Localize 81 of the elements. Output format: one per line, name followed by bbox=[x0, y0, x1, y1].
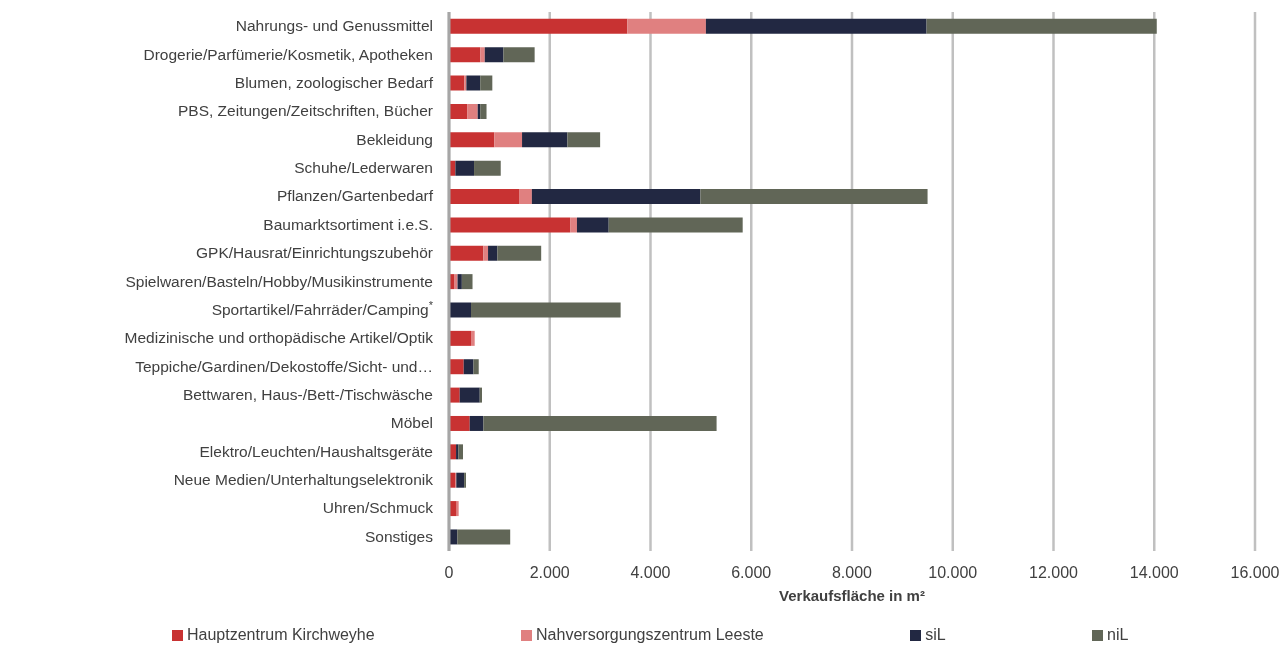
y-tick-label: Möbel bbox=[390, 414, 433, 432]
bar bbox=[467, 103, 478, 119]
bar bbox=[449, 302, 472, 318]
bar bbox=[449, 18, 628, 34]
bar bbox=[449, 217, 571, 233]
y-tick-label: Blumen, zoologischer Bedarf bbox=[234, 73, 434, 91]
bar bbox=[531, 189, 701, 205]
bar bbox=[488, 245, 498, 261]
y-tick-label: Sportartikel/Fahrräder/Camping$^{*}$ bbox=[211, 298, 434, 318]
y-tick-label: Schuhe/Lederwaren bbox=[294, 159, 433, 177]
y-tick-label: Teppiche/Gardinen/Dekostoffe/Sicht- und… bbox=[135, 357, 433, 375]
legend-label: Hauptzentrum Kirchweyhe bbox=[187, 626, 375, 644]
y-tick-label: Pflanzen/Gartenbedarf bbox=[277, 187, 434, 205]
x-axis-title: Verkaufsfläche in m² bbox=[779, 587, 925, 604]
bar bbox=[480, 103, 487, 119]
x-tick-label: 6.000 bbox=[731, 564, 772, 582]
y-tick-label: Drogerie/Parfümerie/Kosmetik, Apotheken bbox=[143, 45, 433, 63]
bar bbox=[461, 274, 473, 290]
bar bbox=[474, 160, 501, 176]
y-tick-label: Baumarktsortiment i.e.S. bbox=[263, 215, 433, 233]
legend-label: siL bbox=[925, 626, 946, 644]
bar bbox=[457, 274, 462, 290]
y-tick-label: Medizinische und orthopädische Artikel/Optik bbox=[124, 329, 434, 347]
bar bbox=[459, 387, 480, 403]
bar bbox=[449, 415, 470, 431]
bar bbox=[463, 359, 474, 375]
bar bbox=[466, 75, 481, 91]
y-tick-label: Uhren/Schmuck bbox=[322, 499, 434, 517]
y-tick-label: PBS, Zeitungen/Zeitschriften, Bücher bbox=[177, 102, 433, 120]
y-tick-label: Spielwaren/Basteln/Hobby/Musikinstrumente bbox=[125, 272, 433, 290]
y-tick-label: Nahrungs- und Genussmittel bbox=[235, 17, 433, 35]
bar bbox=[449, 132, 495, 148]
x-tick-label: 8.000 bbox=[831, 564, 873, 582]
bar bbox=[494, 132, 523, 148]
bar bbox=[454, 274, 458, 290]
bar bbox=[570, 217, 577, 233]
bar bbox=[567, 132, 601, 148]
bar bbox=[455, 160, 475, 176]
bar bbox=[484, 47, 504, 63]
y-tick-label: GPK/Hausrat/Einrichtungszubehör bbox=[196, 244, 433, 262]
bar bbox=[503, 47, 535, 63]
x-tick-label: 2.000 bbox=[529, 564, 570, 582]
bar bbox=[483, 245, 489, 261]
bar bbox=[480, 75, 493, 91]
y-tick-label: Bekleidung bbox=[356, 130, 433, 148]
y-tick-label: Neue Medien/Unterhaltungselektronik bbox=[173, 471, 434, 489]
bar bbox=[608, 217, 743, 233]
x-tick-label: 12.000 bbox=[1029, 564, 1079, 582]
bar bbox=[576, 217, 609, 233]
x-tick-label: 10.000 bbox=[928, 564, 978, 582]
x-tick-label: 4.000 bbox=[630, 564, 671, 582]
bar bbox=[700, 189, 928, 205]
bar bbox=[464, 75, 467, 91]
y-tick-label: Bettwaren, Haus-/Bett-/Tischwäsche bbox=[182, 385, 433, 403]
bar bbox=[458, 444, 463, 460]
bar bbox=[705, 18, 927, 34]
bar bbox=[480, 47, 485, 63]
bar bbox=[926, 18, 1157, 34]
legend-label: niL bbox=[1107, 626, 1129, 644]
bar bbox=[627, 18, 706, 34]
bar bbox=[471, 302, 621, 318]
bar bbox=[519, 189, 532, 205]
y-tick-label: Sonstiges bbox=[364, 527, 434, 545]
bar bbox=[456, 472, 465, 488]
bar bbox=[522, 132, 568, 148]
bar bbox=[449, 47, 481, 63]
x-tick-label: 0 bbox=[444, 564, 454, 582]
bar bbox=[473, 359, 479, 375]
y-tick-label: Elektro/Leuchten/Haushaltsgeräte bbox=[199, 442, 433, 460]
bar bbox=[469, 415, 484, 431]
x-tick-label: 14.000 bbox=[1129, 564, 1179, 582]
bar bbox=[457, 529, 511, 545]
bar bbox=[449, 189, 520, 205]
bar bbox=[449, 245, 484, 261]
bar bbox=[449, 330, 472, 346]
bar bbox=[456, 501, 459, 517]
x-tick-label: 16.000 bbox=[1230, 564, 1280, 582]
legend-label: Nahversorgungszentrum Leeste bbox=[536, 626, 764, 644]
bar bbox=[497, 245, 542, 261]
bar bbox=[471, 330, 475, 346]
bar bbox=[483, 415, 717, 431]
